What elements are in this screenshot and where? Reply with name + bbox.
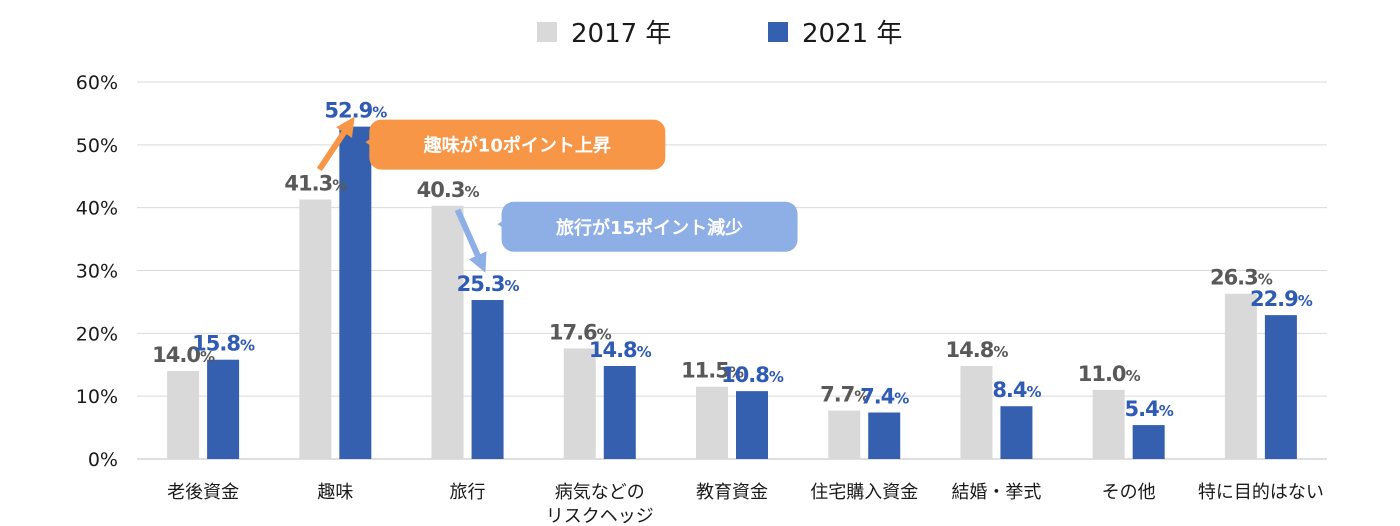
data-label: 15.8% — [192, 332, 255, 356]
bar-2021 — [471, 300, 504, 459]
legend: 2017 年 2021 年 — [537, 19, 902, 49]
data-label: 17.6% — [549, 320, 612, 344]
callout-box — [501, 201, 798, 252]
x-tick-label: 特に目的はない — [1198, 482, 1324, 503]
data-label: 11.0% — [1078, 362, 1141, 386]
data-label: 25.3% — [457, 272, 520, 296]
callout-box — [369, 119, 666, 170]
bar-2021 — [603, 366, 636, 459]
x-tick-label: 住宅購入資金 — [810, 482, 918, 503]
y-axis-ticks: 0% 10% 20% 30% 40% 50% 60% — [76, 72, 118, 471]
bar-2021 — [1132, 425, 1165, 459]
data-label: 8.4% — [992, 378, 1041, 402]
data-label: 7.7% — [820, 383, 869, 407]
bar-2017 — [563, 348, 596, 459]
y-tick-label: 50% — [76, 135, 118, 157]
bar-2021 — [339, 126, 372, 459]
data-label: 41.3% — [284, 171, 347, 195]
y-tick-label: 0% — [88, 449, 118, 471]
bar-2017 — [828, 410, 861, 459]
y-tick-label: 60% — [76, 72, 118, 94]
data-label: 40.3% — [417, 178, 480, 202]
data-label: 26.3% — [1210, 266, 1273, 290]
bar-2017 — [1092, 389, 1125, 459]
data-label: 7.4% — [860, 385, 909, 409]
callout-arrow — [454, 208, 487, 273]
x-tick-label: 趣味 — [317, 482, 353, 503]
legend-swatch — [768, 22, 788, 42]
bar-2017 — [167, 371, 200, 459]
data-label: 14.0% — [152, 343, 215, 367]
y-tick-label: 40% — [76, 198, 118, 220]
legend-label: 2021 年 — [802, 19, 902, 49]
y-tick-label: 10% — [76, 386, 118, 408]
bar-2021 — [207, 359, 240, 459]
data-label: 52.9% — [324, 99, 387, 123]
bar-2021 — [1000, 406, 1033, 459]
data-label: 11.5% — [681, 359, 744, 383]
callout-text: 趣味が10ポイント上昇 — [423, 135, 611, 157]
bar-2021 — [736, 391, 768, 459]
bar-2021 — [1264, 315, 1297, 459]
x-tick-label: 教育資金 — [696, 482, 768, 503]
x-tick-label: 旅行 — [450, 482, 486, 503]
x-tick-label: 結婚・挙式 — [951, 482, 1041, 503]
bar-2017 — [431, 205, 464, 459]
value-labels: 14.0%15.8%41.3%52.9%40.3%25.3%17.6%14.8%… — [152, 99, 1314, 421]
data-label: 5.4% — [1125, 397, 1174, 421]
legend-swatch — [537, 22, 557, 42]
bar-2017 — [299, 199, 332, 459]
bar-2017 — [1224, 293, 1257, 459]
callout-text: 旅行が15ポイント減少 — [556, 217, 743, 239]
y-tick-label: 30% — [76, 261, 118, 283]
legend-label: 2017 年 — [571, 19, 671, 49]
data-label: 14.8% — [946, 338, 1009, 362]
bar-2021 — [868, 412, 901, 459]
x-tick-label: その他 — [1102, 482, 1156, 503]
x-tick-label: 病気などのリスクヘッジ — [546, 482, 654, 526]
callout-arrow — [316, 116, 355, 172]
bar-2017 — [960, 366, 993, 459]
y-tick-label: 20% — [76, 323, 118, 345]
data-label: 10.8% — [721, 363, 784, 387]
x-tick-label: 老後資金 — [167, 482, 239, 503]
bars — [167, 126, 1297, 459]
data-label: 14.8% — [589, 338, 652, 362]
data-label: 22.9% — [1250, 287, 1313, 311]
bar-2017 — [696, 386, 728, 459]
x-axis-ticks: 老後資金 趣味 旅行 病気などのリスクヘッジ 教育資金 住宅購入資金 結婚・挙式 その他 特に目… — [167, 482, 1324, 526]
